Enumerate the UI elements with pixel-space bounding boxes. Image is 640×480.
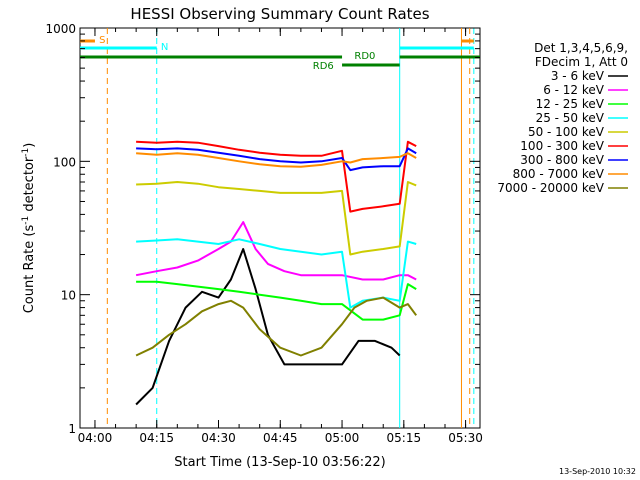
legend-header-line-2: FDecim 1, Att 0 xyxy=(535,55,628,69)
flag-label-rd0: RD0 xyxy=(354,51,375,62)
legend-label-50-100-kev: 50 - 100 keV xyxy=(528,125,605,139)
y-axis-label-end: ) xyxy=(22,143,37,148)
series-line-25-50-kev xyxy=(136,238,417,309)
x-axis-label: Start Time (13-Sep-10 03:56:22) xyxy=(174,455,385,470)
x-tick-label-6: 05:30 xyxy=(448,431,483,445)
series-line-6-12-kev xyxy=(135,221,417,281)
y-axis-label-sup2: -1 xyxy=(21,148,31,157)
y-axis-label: Count Rate (s-1 detector-1) xyxy=(21,143,37,314)
timestamp-stamp: 13-Sep-2010 10:32 xyxy=(559,467,636,476)
marker-lines xyxy=(106,28,475,428)
series-line-3-6-kev xyxy=(135,248,401,406)
series-line-800-7000-kev xyxy=(136,152,417,168)
x-tick-label-2: 04:30 xyxy=(201,431,236,445)
legend-header-line-1: Det 1,3,4,5,6,9, xyxy=(534,41,628,55)
legend: Det 1,3,4,5,6,9, FDecim 1, Att 0 3 - 6 k… xyxy=(497,41,628,195)
axes-ticks: 04:00 04:15 04:30 04:45 05:00 05:15 05:30 1 10 10… xyxy=(45,22,482,445)
y-tick-label-1: 10 xyxy=(61,289,76,303)
series-line-50-100-kev xyxy=(136,181,417,256)
series-line-100-300-kev xyxy=(136,140,417,213)
series-line-12-25-kev xyxy=(136,280,417,321)
y-tick-label-3: 1000 xyxy=(45,22,76,36)
series-lines xyxy=(135,140,418,406)
legend-label-800-7000-kev: 800 - 7000 keV xyxy=(513,167,605,181)
series-line-7000-20000-kev xyxy=(135,296,418,357)
legend-label-25-50-kev: 25 - 50 keV xyxy=(536,111,605,125)
y-tick-label-2: 100 xyxy=(53,155,76,169)
legend-label-300-800-kev: 300 - 800 keV xyxy=(520,153,604,167)
legend-label-100-300-kev: 100 - 300 keV xyxy=(520,139,604,153)
legend-label-3-6-kev: 3 - 6 keV xyxy=(551,69,605,83)
flag-label-s: S xyxy=(99,35,105,46)
y-axis-label-main: Count Rate (s xyxy=(22,225,37,314)
flag-bars: S N RD0 RD6 xyxy=(80,35,480,72)
x-tick-label-3: 04:45 xyxy=(263,431,298,445)
chart-title: HESSI Observing Summary Count Rates xyxy=(130,5,429,23)
flag-label-rd6: RD6 xyxy=(313,61,334,72)
legend-label-6-12-kev: 6 - 12 keV xyxy=(543,83,605,97)
flag-label-n: N xyxy=(161,42,168,53)
x-tick-label-5: 05:15 xyxy=(387,431,422,445)
x-tick-label-0: 04:00 xyxy=(78,431,113,445)
legend-label-7000-20000-kev: 7000 - 20000 keV xyxy=(497,181,604,195)
y-axis-label-mid: detector xyxy=(22,156,37,216)
y-axis-label-sup1: -1 xyxy=(21,216,31,225)
x-tick-label-1: 04:15 xyxy=(139,431,174,445)
y-tick-label-0: 1 xyxy=(68,422,76,436)
legend-label-12-25-kev: 12 - 25 keV xyxy=(536,97,605,111)
series-line-300-800-kev xyxy=(136,147,417,172)
x-tick-label-4: 05:00 xyxy=(325,431,360,445)
